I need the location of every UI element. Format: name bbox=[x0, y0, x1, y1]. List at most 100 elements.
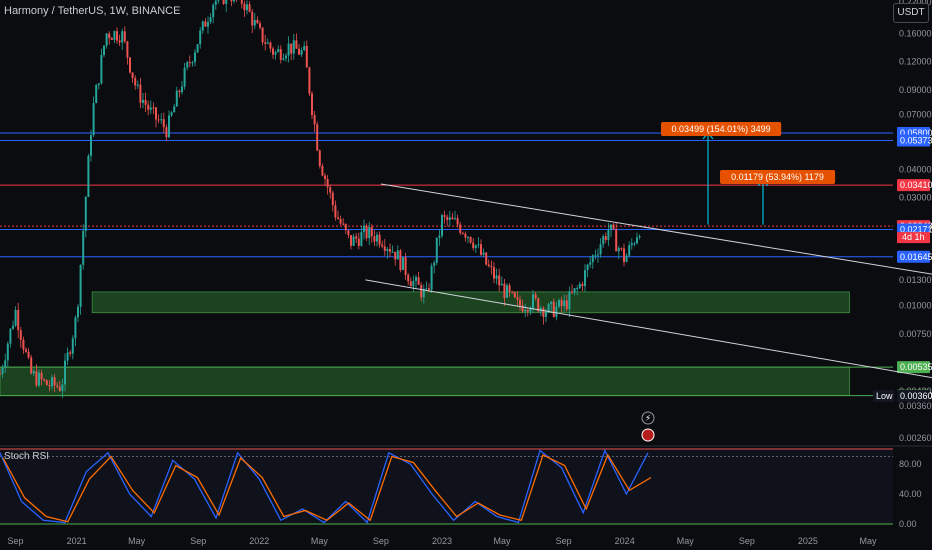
y-tick-label-7: 0.01300 bbox=[899, 275, 932, 285]
candle-body bbox=[30, 357, 33, 374]
candle-body bbox=[316, 124, 319, 151]
level-badge-5-bg bbox=[897, 250, 930, 263]
candle-body bbox=[485, 252, 488, 265]
candle-body bbox=[313, 115, 316, 125]
candle-body bbox=[526, 309, 529, 312]
candle-body bbox=[196, 44, 199, 53]
candle-body bbox=[578, 283, 581, 289]
x-tick-label-14: May bbox=[859, 536, 877, 546]
candle-body bbox=[467, 236, 469, 238]
candle-body bbox=[472, 242, 475, 249]
candle-body bbox=[178, 90, 181, 93]
candle-body bbox=[412, 280, 415, 287]
x-tick-label-3: Sep bbox=[190, 536, 206, 546]
candle-body bbox=[334, 205, 337, 218]
x-tick-label-2: May bbox=[128, 536, 146, 546]
candle-body bbox=[121, 31, 124, 43]
candle-body bbox=[547, 304, 550, 312]
candle-body bbox=[56, 385, 59, 387]
candle-body bbox=[25, 349, 27, 352]
osc-tick-label-1: 40.00 bbox=[899, 489, 922, 499]
candle-body bbox=[373, 236, 376, 242]
candle-body bbox=[53, 377, 56, 386]
candle-body bbox=[183, 67, 186, 87]
us-flag-icon bbox=[641, 428, 655, 442]
candle-body bbox=[0, 373, 1, 375]
x-tick-label-11: May bbox=[677, 536, 695, 546]
candle-body bbox=[79, 264, 82, 307]
candle-body bbox=[493, 267, 495, 279]
candle-body bbox=[87, 155, 90, 197]
trendline-1 bbox=[365, 279, 932, 379]
candle-body bbox=[256, 19, 259, 24]
candle-body bbox=[495, 275, 498, 279]
countdown-bg bbox=[897, 232, 930, 244]
candle-body bbox=[251, 11, 254, 26]
candle-body bbox=[305, 45, 308, 68]
candle-body bbox=[90, 135, 92, 156]
candle-body bbox=[4, 360, 7, 368]
candle-body bbox=[217, 0, 220, 1]
candle-body bbox=[363, 225, 365, 232]
candle-body bbox=[136, 84, 139, 86]
candle-body bbox=[409, 281, 412, 287]
candle-body bbox=[212, 4, 215, 18]
candle-body bbox=[435, 237, 438, 263]
stoch-series-d bbox=[2, 453, 652, 523]
x-tick-label-8: May bbox=[494, 536, 512, 546]
candle-body bbox=[568, 291, 571, 310]
stoch-rsi-label: Stoch RSI bbox=[4, 451, 50, 462]
candle-body bbox=[165, 127, 168, 138]
projection-label-0: 0.03499 (154.01%) 3499 bbox=[672, 124, 771, 134]
candle-body bbox=[482, 252, 485, 255]
candle-body bbox=[615, 229, 618, 252]
candle-body bbox=[97, 83, 100, 86]
x-tick-label-10: 2024 bbox=[615, 536, 635, 546]
candle-body bbox=[95, 85, 98, 104]
candle-body bbox=[344, 224, 347, 231]
candle-body bbox=[149, 107, 152, 110]
x-tick-label-12: Sep bbox=[739, 536, 755, 546]
candle-body bbox=[591, 255, 594, 263]
candle-body bbox=[155, 107, 157, 120]
candle-body bbox=[168, 115, 170, 138]
candle-body bbox=[490, 265, 493, 268]
candle-body bbox=[19, 330, 22, 340]
candle-body bbox=[542, 307, 545, 317]
candle-body bbox=[360, 231, 363, 246]
candle-body bbox=[383, 246, 386, 251]
x-tick-label-6: Sep bbox=[373, 536, 389, 546]
candle-body bbox=[77, 306, 79, 318]
candle-body bbox=[602, 236, 605, 245]
candle-body bbox=[209, 17, 212, 22]
candle-body bbox=[214, 0, 217, 5]
candle-body bbox=[27, 351, 30, 358]
candle-body bbox=[446, 216, 449, 220]
candle-body bbox=[417, 277, 420, 285]
candle-body bbox=[61, 384, 64, 391]
candle-body bbox=[144, 99, 147, 105]
candle-body bbox=[43, 379, 46, 381]
candle-body bbox=[74, 317, 77, 339]
candle-body bbox=[422, 288, 425, 298]
candle-body bbox=[628, 245, 631, 256]
candle-body bbox=[516, 297, 519, 300]
candle-body bbox=[357, 238, 360, 246]
currency-button[interactable]: USDT bbox=[893, 3, 929, 23]
projection-label-bg-0 bbox=[661, 122, 782, 136]
candle-body bbox=[584, 270, 586, 287]
candle-body bbox=[129, 57, 131, 73]
candle-body bbox=[188, 62, 191, 64]
candle-body bbox=[581, 283, 584, 287]
candle-body bbox=[248, 4, 251, 12]
candle-body bbox=[539, 307, 542, 312]
osc-tick-label-2: 0.00 bbox=[899, 519, 917, 529]
candle-body bbox=[428, 288, 430, 290]
candle-body bbox=[477, 244, 480, 246]
candle-body bbox=[45, 380, 48, 386]
candle-body bbox=[532, 294, 534, 309]
candle-body bbox=[12, 325, 14, 329]
low-marker-bg bbox=[873, 390, 894, 402]
